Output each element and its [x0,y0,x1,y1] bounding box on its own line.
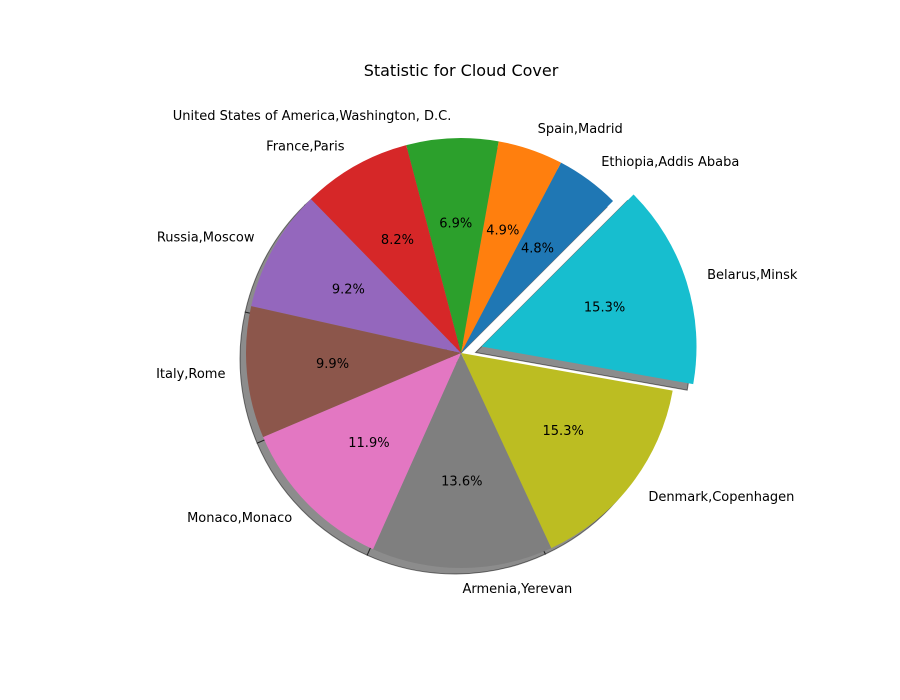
percent-labels: 4.8%4.9% 6.9% 8.2% 9.2% 9.9% 11.9% 13.6% 15.3% 1… [316,217,625,490]
slice-label-armenia-yerevan: Armenia,Yerevan [462,582,572,597]
slice-france-paris [310,145,461,353]
slice-label-russia-moscow: Russia,Moscow [157,230,255,245]
chart-title: Statistic for Cloud Cover [364,61,559,80]
slice-label-united-states-of-america-washington-d-c: United States of America,Washington, D.C… [173,109,452,124]
slice-united-states-of-america-washington-d-c [406,138,499,353]
slice-italy-rome [246,306,461,438]
slice-label-france-paris: France,Paris [266,140,345,155]
pct-label-spain-madrid: 4.9% [486,223,519,238]
pct-label-denmark-copenhagen: 15.3% [543,424,584,439]
slice-label-belarus-minsk: Belarus,Minsk [707,268,798,283]
slice-label-denmark-copenhagen: Denmark,Copenhagen [648,490,794,505]
slice-labels: Ethiopia,Addis Ababa Spain,Madrid United S… [156,109,798,597]
slice-label-italy-rome: Italy,Rome [156,367,225,382]
pct-label-belarus-minsk: 15.3% [584,300,625,315]
slice-denmark-copenhagen [461,353,673,549]
slice-russia-moscow [251,199,461,353]
pct-label-ethiopia-addis-ababa: 4.8% [521,242,554,257]
pie-slices [246,138,697,568]
pct-label-monaco-monaco: 11.9% [348,436,389,451]
slice-belarus-minsk [481,194,697,385]
pct-label-russia-moscow: 9.2% [332,283,365,298]
pct-label-armenia-yerevan: 13.6% [441,474,482,489]
slice-spain-madrid [461,141,562,353]
pct-label-united-states-of-america-washington-d-c: 6.9% [439,217,472,232]
slice-armenia-yerevan [373,353,552,568]
slice-monaco-monaco [263,353,461,550]
slice-ethiopia-addis-ababa [461,162,614,353]
pct-label-italy-rome: 9.9% [316,357,349,372]
slice-label-spain-madrid: Spain,Madrid [538,122,623,137]
slice-label-monaco-monaco: Monaco,Monaco [187,511,292,526]
slice-label-ethiopia-addis-ababa: Ethiopia,Addis Ababa [601,155,739,170]
pct-label-france-paris: 8.2% [381,233,414,248]
